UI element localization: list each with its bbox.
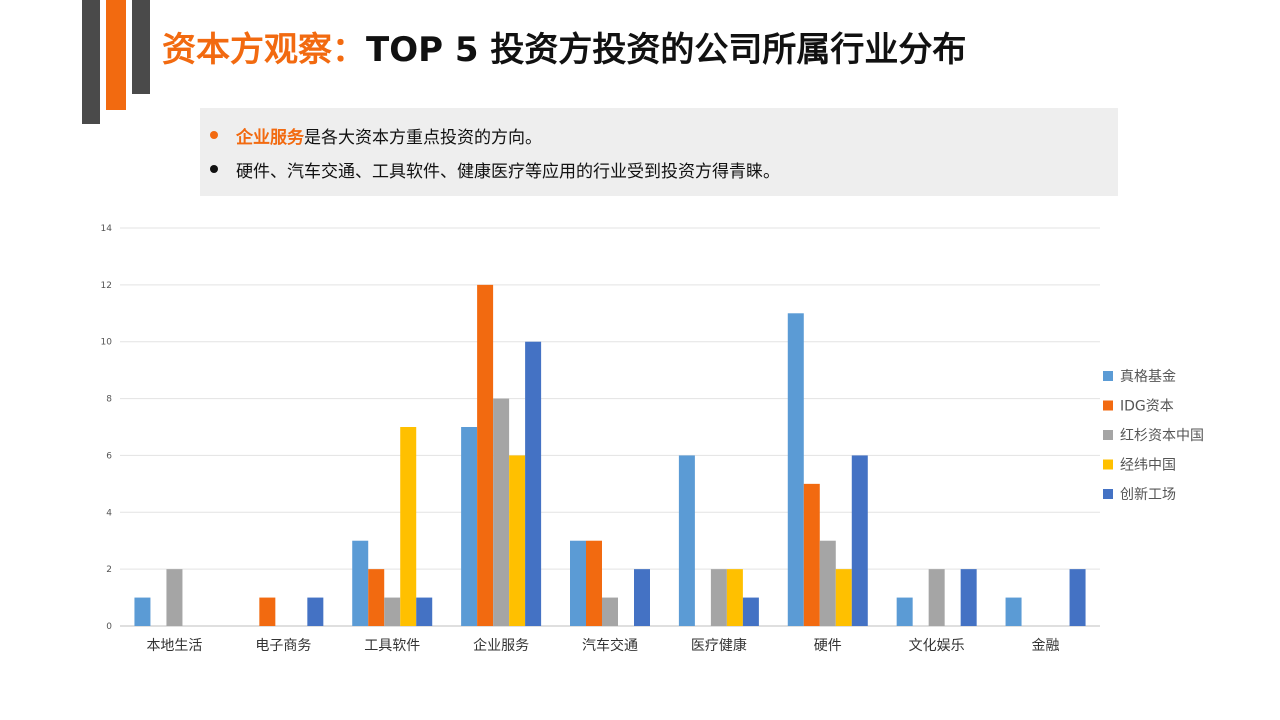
page-title: 资本方观察：TOP 5 投资方投资的公司所属行业分布 [162,22,966,78]
bar [678,455,695,626]
bar [1005,597,1022,626]
y-tick-label: 0 [106,622,112,632]
callout-box: 企业服务 是各大资本方重点投资的方向。 硬件、汽车交通、工具软件、健康医疗等应用的… [200,108,1118,196]
y-tick-label: 8 [106,395,112,405]
decor-bar-orange [106,0,126,110]
x-tick-label: 企业服务 [473,637,529,654]
legend-swatch [1103,459,1113,470]
legend-swatch [1103,489,1113,499]
y-tick-label: 12 [101,281,112,291]
bar [416,597,433,626]
bullet-dot-icon [210,165,218,173]
bar [851,455,868,626]
bar [803,483,820,626]
callout-bullet-2-text: 硬件、汽车交通、工具软件、健康医疗等应用的行业受到投资方得青睐。 [236,161,780,182]
bar [634,569,650,626]
bar [384,597,401,626]
x-tick-label: 文化娱乐 [909,638,965,654]
bar [525,341,542,626]
y-tick-label: 2 [106,565,112,575]
legend-label: 经纬中国 [1120,458,1176,474]
bar [400,427,417,626]
x-tick-label: 电子商务 [255,638,311,654]
page-title-highlight: 资本方观察： [162,30,366,70]
x-tick-label: 硬件 [814,638,842,654]
bar [570,540,586,626]
bar [166,569,183,626]
bar [352,540,369,626]
y-tick-label: 10 [101,338,113,348]
callout-bullet-1: 企业服务 是各大资本方重点投资的方向。 [210,118,1118,152]
y-tick-label: 14 [101,224,113,234]
bar [461,427,478,626]
bar [1069,569,1086,626]
bar [509,455,526,626]
legend-label: 创新工场 [1120,487,1176,503]
bar [368,569,385,626]
callout-bullet-1-emphasis: 企业服务 [236,127,304,148]
bar [819,540,836,626]
bar [726,569,743,626]
page-title-text: TOP 5 投资方投资的公司所属行业分布 [366,30,967,70]
bar [586,540,602,626]
bullet-dot-icon [210,131,218,139]
x-tick-label: 工具软件 [364,638,420,654]
legend-swatch [1103,371,1113,381]
bar [493,398,510,626]
callout-bullet-2: 硬件、汽车交通、工具软件、健康医疗等应用的行业受到投资方得青睐。 [210,152,1118,186]
callout-bullet-1-text: 是各大资本方重点投资的方向。 [304,127,542,148]
x-tick-label: 医疗健康 [691,637,747,654]
bar [307,597,324,626]
x-tick-label: 本地生活 [146,638,202,654]
legend-label: 真格基金 [1120,368,1176,385]
bar [960,569,977,626]
bar [787,313,804,626]
bar [134,597,151,626]
decor-bar-gray-right [132,0,150,94]
bar [602,597,618,626]
legend-label: IDG资本 [1120,399,1174,415]
x-tick-label: 金融 [1032,638,1060,654]
y-tick-label: 4 [106,508,112,518]
bar [896,597,913,626]
x-tick-label: 汽车交通 [582,637,638,654]
legend-label: 红杉资本中国 [1120,428,1204,444]
bar [259,597,276,626]
bar [835,569,852,626]
bar [928,569,945,626]
y-tick-label: 6 [106,451,112,461]
legend-swatch [1103,400,1113,411]
legend-swatch [1103,430,1113,440]
bar [742,597,759,626]
bar [710,569,727,626]
decor-bar-gray-left [82,0,100,124]
bar [477,284,494,626]
